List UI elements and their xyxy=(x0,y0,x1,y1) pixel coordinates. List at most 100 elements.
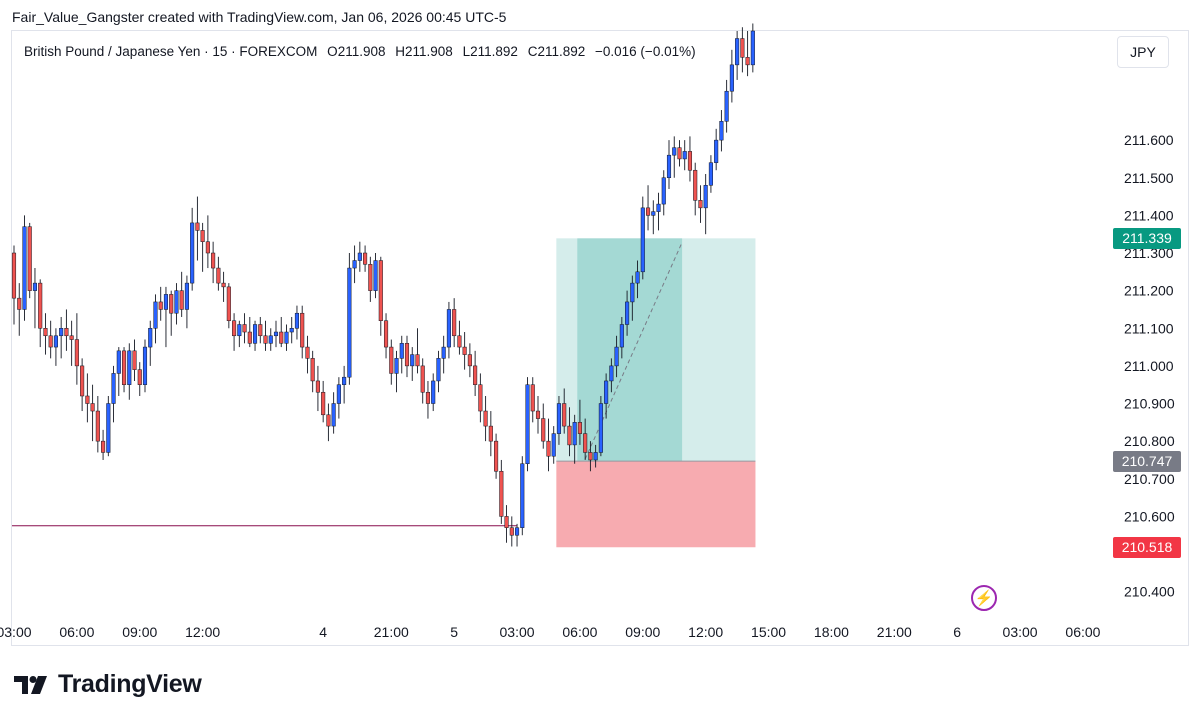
candle xyxy=(95,395,100,453)
candle xyxy=(473,350,478,396)
chart-caption: Fair_Value_Gangster created with Trading… xyxy=(12,9,507,25)
candle-body-down xyxy=(90,403,95,412)
candle-body-down xyxy=(530,384,535,412)
candle-body-down xyxy=(645,207,651,216)
candle xyxy=(431,373,436,412)
time-tick-label: 21:00 xyxy=(374,624,409,640)
candle-body-down xyxy=(509,527,514,536)
chart-frame[interactable] xyxy=(11,30,1189,646)
tradingview-mark-icon xyxy=(14,675,47,694)
candle-body-up xyxy=(148,328,153,348)
candle-body-up xyxy=(640,207,645,273)
open-label: O xyxy=(327,44,338,59)
lightning-icon[interactable]: ⚡ xyxy=(971,585,997,611)
candle xyxy=(352,245,357,284)
loss-zone xyxy=(556,461,756,548)
candle-body-up xyxy=(525,384,530,464)
candle xyxy=(347,253,352,385)
symbol-legend[interactable]: British Pound / Japanese Yen · 15 · FORE… xyxy=(22,43,698,60)
candle-body-down xyxy=(169,294,174,314)
candle-body-up xyxy=(294,312,300,329)
position-path-line xyxy=(584,242,683,460)
candle xyxy=(242,313,247,344)
currency-button[interactable]: JPY xyxy=(1117,36,1169,68)
candle xyxy=(53,328,58,366)
candle-body-up xyxy=(336,384,341,404)
candle xyxy=(373,253,378,299)
candle-body-down xyxy=(389,346,394,374)
candle-body-up xyxy=(59,328,64,337)
candle-body-up xyxy=(347,267,352,378)
price-tick-label: 211.300 xyxy=(1124,245,1174,261)
candle-body-down xyxy=(693,169,698,201)
candle-body-down xyxy=(211,252,216,269)
candle xyxy=(101,429,106,460)
candle-body-down xyxy=(137,369,142,385)
candle-body-up xyxy=(682,151,687,160)
candle xyxy=(237,320,242,348)
time-tick-label: 21:00 xyxy=(877,624,912,640)
candle xyxy=(127,343,132,400)
candle-body-up xyxy=(22,226,27,310)
candle xyxy=(687,136,693,182)
candle xyxy=(383,313,389,359)
candle xyxy=(672,136,677,178)
candle-body-down xyxy=(242,324,247,333)
candle-body-down xyxy=(404,343,410,367)
candle-body-down xyxy=(48,335,53,348)
candle xyxy=(205,215,210,269)
candle-body-down xyxy=(205,241,210,254)
candle xyxy=(200,222,205,272)
candle-body-up xyxy=(661,177,666,205)
candle-body-down xyxy=(64,328,69,337)
candle xyxy=(247,316,252,348)
candle-body-up xyxy=(672,147,677,156)
candle xyxy=(546,418,551,472)
candle xyxy=(142,339,148,393)
candle-body-up xyxy=(410,354,415,367)
candle xyxy=(577,399,582,445)
candle xyxy=(315,365,320,412)
candle-body-down xyxy=(179,290,184,310)
candle xyxy=(27,222,32,299)
target-price-tag: 211.339 xyxy=(1113,227,1181,249)
candle xyxy=(226,283,231,329)
time-tick-label: 06:00 xyxy=(562,624,597,640)
candle-body-down xyxy=(494,440,499,472)
candle xyxy=(630,275,635,321)
candle xyxy=(441,335,446,374)
candle xyxy=(467,343,472,378)
candle xyxy=(389,339,394,385)
candle-body-down xyxy=(232,320,237,337)
candle-body-up xyxy=(153,301,158,329)
candle xyxy=(305,335,310,374)
candle-body-up xyxy=(237,324,242,337)
time-tick-label: 06:00 xyxy=(1065,624,1100,640)
candle xyxy=(551,426,556,464)
candle xyxy=(719,110,724,152)
candle-body-up xyxy=(714,139,719,163)
candle xyxy=(211,241,216,284)
price-axis: 211.600 211.500 211.400 211.300 211.200 211.1… xyxy=(1124,132,1175,600)
candle-body-up xyxy=(53,335,58,348)
candle xyxy=(300,305,305,359)
candle xyxy=(294,305,300,340)
position-tool xyxy=(556,238,756,548)
candle xyxy=(90,384,95,442)
candle-body-down xyxy=(43,328,48,337)
candle-body-up xyxy=(551,433,556,457)
candle-body-up xyxy=(619,324,624,348)
candle-body-up xyxy=(184,282,189,310)
candle-body-down xyxy=(132,350,137,370)
candle-body-up xyxy=(593,452,598,461)
time-tick-label: 09:00 xyxy=(122,624,157,640)
candle xyxy=(273,320,279,348)
candle xyxy=(656,192,661,231)
candle-body-up xyxy=(708,162,713,186)
candles-group xyxy=(11,23,755,547)
candle-body-up xyxy=(127,350,132,385)
candle-body-down xyxy=(478,384,483,412)
candle-body-down xyxy=(687,151,693,171)
time-tick-label: 03:00 xyxy=(0,624,32,640)
